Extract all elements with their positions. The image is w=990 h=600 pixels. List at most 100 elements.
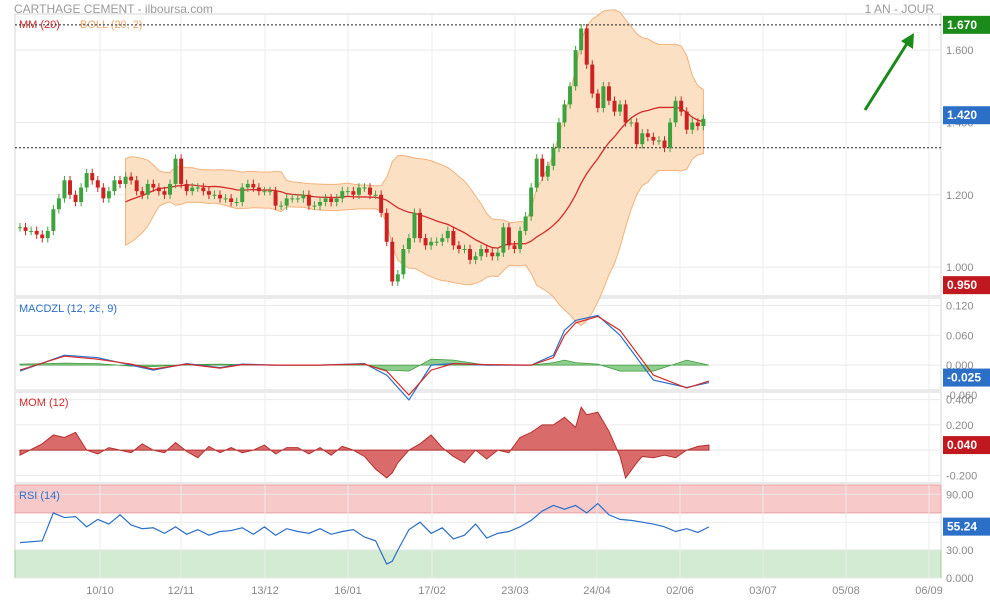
candle-body (106, 191, 111, 199)
candle-body (368, 187, 373, 195)
y-tick-label: 0.400 (946, 395, 974, 407)
candle-body (556, 122, 561, 148)
candle-body (312, 205, 317, 207)
candle-body (573, 50, 578, 87)
candle-body (195, 187, 200, 189)
candle-body (356, 187, 361, 195)
candle-body (23, 227, 28, 231)
candle-body (512, 245, 517, 249)
candle-body (651, 136, 656, 141)
candle-body (401, 249, 406, 275)
candle-body (418, 212, 423, 239)
candle-body (662, 140, 667, 148)
candle-body (534, 158, 539, 188)
candle-body (540, 158, 545, 177)
candle-body (201, 187, 206, 192)
candle-body (701, 118, 706, 127)
x-tick-label: 05/08 (832, 585, 860, 597)
y-tick-label: 0.000 (946, 573, 974, 585)
candle-body (395, 274, 400, 282)
candle-body (434, 241, 439, 243)
trend-arrow-head (901, 33, 914, 49)
rsi-oversold-zone (14, 549, 942, 579)
value-label-box (943, 106, 990, 125)
candle-body (273, 191, 278, 206)
y-tick-label: 30.00 (946, 545, 974, 557)
value-label: 0.950 (947, 278, 977, 292)
value-label: 55.24 (947, 520, 977, 534)
candle-body (173, 158, 178, 184)
candle-body (601, 86, 606, 108)
candle-body (423, 238, 428, 246)
candle-body (229, 198, 234, 202)
candle-body (406, 238, 411, 249)
candle-body (562, 104, 567, 123)
candle-body (590, 64, 595, 94)
rsi-overbought-zone (14, 484, 942, 514)
candle-body (84, 173, 89, 188)
candle-body (212, 194, 217, 196)
candle-body (634, 122, 639, 145)
candle-body (440, 238, 445, 242)
y-tick-label: 1.200 (946, 190, 974, 202)
candle-body (479, 249, 484, 257)
candle-body (279, 205, 284, 207)
value-label-box (943, 436, 990, 455)
candle-body (629, 122, 634, 124)
x-tick-label: 10/10 (86, 585, 114, 597)
candle-body (218, 194, 223, 199)
candle-body (690, 122, 695, 130)
candle-body (373, 194, 378, 196)
macd-line (19, 314, 710, 401)
candle-body (168, 183, 173, 195)
candle-body (95, 180, 100, 188)
x-tick-label: 06/09 (915, 585, 943, 597)
candle-body (318, 202, 323, 206)
candle-body (268, 191, 273, 193)
legend-entry: RSI (14) (19, 490, 60, 502)
candle-body (518, 230, 523, 249)
candle-body (684, 111, 689, 130)
x-tick-label: 03/07 (749, 585, 777, 597)
candle-body (40, 234, 45, 239)
candle-body (156, 187, 161, 192)
y-tick-label: 0.120 (946, 300, 974, 312)
candle-body (345, 191, 350, 193)
momentum-area (19, 406, 710, 480)
candle-body (501, 227, 506, 253)
candle-body (451, 230, 456, 246)
candle-body (462, 249, 467, 250)
value-label: 1.420 (947, 108, 977, 122)
candle-body (223, 198, 228, 200)
candle-body (262, 191, 267, 193)
candle-body (468, 249, 473, 260)
period-label: 1 AN - JOUR (864, 2, 934, 16)
candle-body (618, 104, 623, 112)
candle-body (240, 187, 245, 202)
chart-title: CARTHAGE CEMENT - ilboursa.com (14, 2, 213, 16)
candle-body (234, 202, 239, 203)
value-label: -0.025 (947, 371, 981, 385)
candle-body (495, 252, 500, 257)
value-label: 0.040 (947, 438, 977, 452)
candle-body (256, 187, 261, 192)
candle-body (456, 245, 461, 249)
candle-body (579, 28, 584, 51)
y-tick-label: 1.600 (946, 45, 974, 57)
candle-body (490, 252, 495, 257)
candle-body (384, 212, 389, 242)
value-label-box (943, 276, 990, 295)
candle-body (351, 191, 356, 195)
pane-frame (14, 391, 942, 484)
candle-body (390, 241, 395, 282)
candle-body (162, 191, 167, 195)
pane-frame (14, 297, 942, 391)
candle-body (73, 194, 78, 202)
candle-body (568, 86, 573, 105)
candle-body (290, 198, 295, 200)
candle-body (584, 28, 589, 65)
signal-line (19, 315, 710, 396)
candle-body (45, 230, 50, 239)
candle-body (56, 198, 61, 210)
y-tick-label: 90.00 (946, 489, 974, 501)
